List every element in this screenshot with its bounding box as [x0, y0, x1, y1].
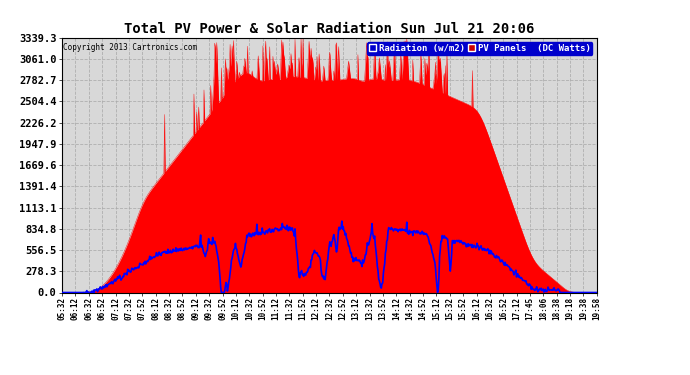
- Title: Total PV Power & Solar Radiation Sun Jul 21 20:06: Total PV Power & Solar Radiation Sun Jul…: [124, 22, 535, 36]
- Text: Copyright 2013 Cartronics.com: Copyright 2013 Cartronics.com: [63, 43, 197, 52]
- Legend: Radiation (w/m2), PV Panels  (DC Watts): Radiation (w/m2), PV Panels (DC Watts): [367, 42, 592, 55]
